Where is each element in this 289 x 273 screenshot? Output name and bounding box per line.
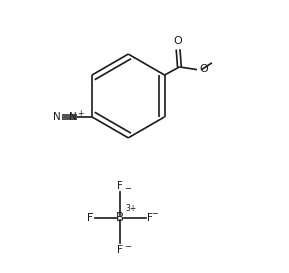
Text: O: O	[174, 36, 182, 46]
Text: −: −	[124, 242, 131, 251]
Text: F: F	[147, 213, 153, 222]
Text: B: B	[116, 211, 124, 224]
Text: F: F	[87, 213, 93, 222]
Text: F: F	[117, 180, 123, 191]
Text: −: −	[151, 209, 158, 218]
Text: −: −	[124, 184, 131, 193]
Text: O: O	[199, 64, 208, 74]
Text: N: N	[69, 112, 77, 122]
Text: N: N	[53, 112, 61, 122]
Text: +: +	[78, 109, 84, 118]
Text: 3+: 3+	[125, 204, 136, 213]
Text: −: −	[86, 209, 93, 218]
Text: F: F	[117, 245, 123, 255]
